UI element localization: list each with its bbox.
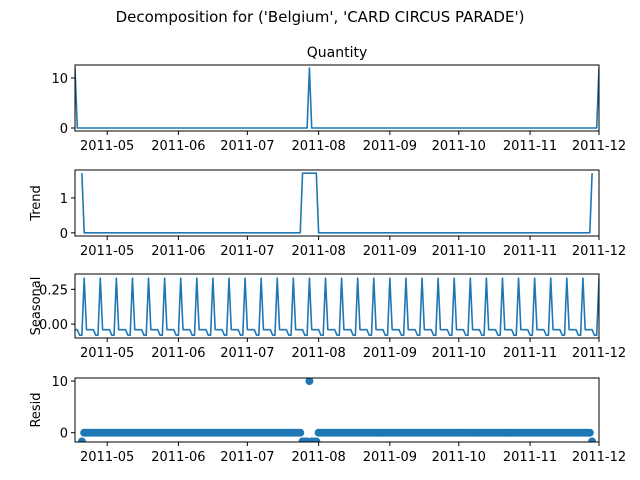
x-tick-label: 2011-05: [80, 244, 134, 259]
y-tick-label: 10: [51, 72, 68, 87]
plot-frame: [74, 64, 600, 132]
x-tick-label: 2011-10: [432, 450, 486, 465]
x-tick-label: 2011-11: [503, 244, 557, 259]
subplot-2: Trend 0 1 2011-05 2011-06 2011-07 2011-08 2011-…: [29, 169, 626, 259]
x-tick-label: 2011-10: [432, 346, 486, 361]
x-tick-label: 2011-07: [220, 346, 274, 361]
y-axis-label: Resid: [29, 392, 44, 427]
x-tick-label: 2011-10: [432, 139, 486, 154]
x-tick-label: 2011-05: [80, 450, 134, 465]
y-axis-label: Trend: [29, 185, 44, 222]
data-layer: [81, 172, 593, 234]
x-tick-label: 2011-06: [151, 450, 205, 465]
x-tick-label: 2011-06: [151, 346, 205, 361]
y-tick-label: 10: [51, 375, 68, 390]
x-tick-label: 2011-09: [363, 346, 417, 361]
y-tick-label: 0: [60, 122, 68, 137]
x-tick-label: 2011-12: [572, 139, 626, 154]
x-tick-label: 2011-07: [220, 139, 274, 154]
subplot-4: Resid 0 10 2011-05 2011-06 2011-07 2011-08 2011…: [29, 375, 626, 465]
x-tick-label: 2011-08: [291, 450, 345, 465]
x-tick-label: 2011-11: [503, 450, 557, 465]
y-tick-label: 0.25: [39, 283, 68, 298]
resid-point: [305, 378, 314, 386]
resid-point: [296, 428, 305, 437]
x-tick-label: 2011-07: [220, 450, 274, 465]
resid-point: [585, 428, 594, 437]
x-tick-label: 2011-08: [291, 244, 345, 259]
data-layer: [77, 378, 597, 442]
x-tick-label: 2011-09: [363, 450, 417, 465]
x-tick-label: 2011-11: [503, 346, 557, 361]
series-line: [75, 67, 599, 129]
plot-frame: [74, 169, 600, 237]
x-tick-label: 2011-12: [572, 450, 626, 465]
series-line: [81, 172, 593, 234]
subplot-1: Quantity 0 10 2011-05 2011-06 2011-07 2011-08 2…: [51, 45, 626, 154]
x-tick-label: 2011-10: [432, 244, 486, 259]
x-tick-label: 2011-09: [363, 244, 417, 259]
x-tick-label: 2011-05: [80, 139, 134, 154]
x-tick-label: 2011-06: [151, 139, 205, 154]
subplot-title: Quantity: [307, 45, 368, 61]
series-line: [75, 277, 599, 337]
x-tick-label: 2011-12: [572, 244, 626, 259]
x-tick-label: 2011-11: [503, 139, 557, 154]
x-tick-label: 2011-09: [363, 139, 417, 154]
y-tick-label: 0: [60, 427, 68, 442]
plot-frame: [74, 273, 600, 339]
resid-point: [588, 437, 597, 442]
x-tick-label: 2011-07: [220, 244, 274, 259]
y-tick-label: 1: [60, 192, 68, 207]
y-tick-label: 0: [60, 227, 68, 242]
figure-suptitle: Decomposition for ('Belgium', 'CARD CIRC…: [116, 8, 525, 26]
x-tick-label: 2011-08: [291, 346, 345, 361]
resid-point: [77, 437, 86, 442]
plot-frame: [74, 377, 600, 443]
x-tick-label: 2011-12: [572, 346, 626, 361]
y-tick-label: 0.00: [39, 318, 68, 333]
x-tick-label: 2011-05: [80, 346, 134, 361]
x-tick-label: 2011-08: [291, 139, 345, 154]
resid-point: [312, 437, 321, 442]
data-layer: [75, 277, 599, 337]
x-tick-label: 2011-06: [151, 244, 205, 259]
data-layer: [75, 67, 599, 129]
y-axis-label: Seasonal: [29, 277, 44, 336]
